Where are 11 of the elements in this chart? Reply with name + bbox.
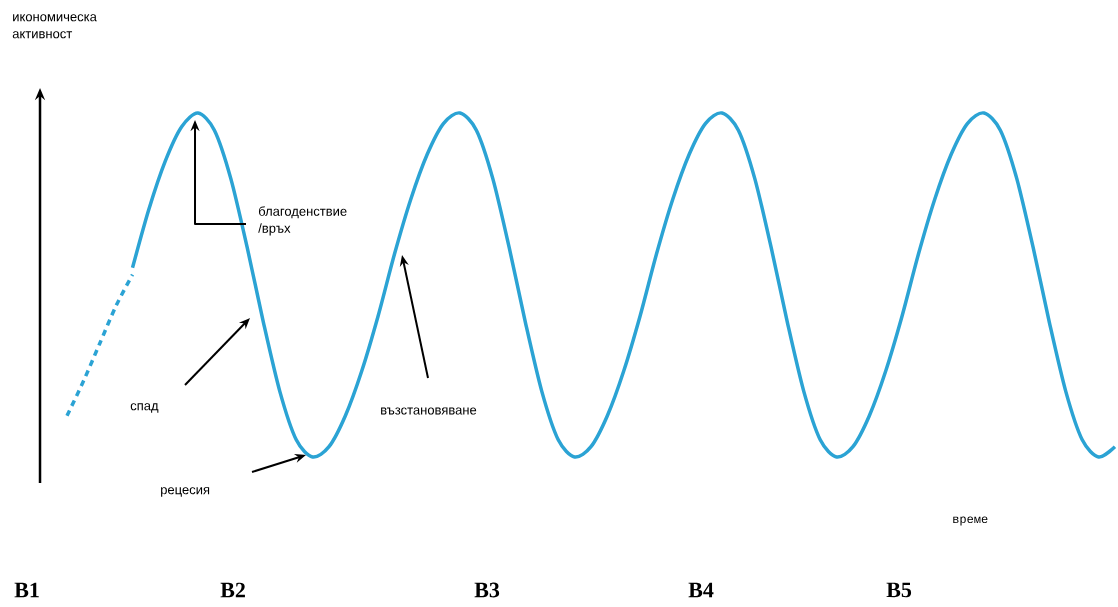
x-axis-title: време [953,516,988,526]
annotation: спад [130,403,159,413]
text: икономическа активност [12,14,97,39]
annotation: благоденствие /връх [258,206,347,236]
text: В5 [886,582,912,598]
text: рецесия [161,487,210,497]
text: В1 [14,582,39,598]
text: В3 [474,582,500,598]
annotation: възстановяване [381,407,477,415]
text: В4 [688,582,714,598]
text: В2 [220,582,245,598]
